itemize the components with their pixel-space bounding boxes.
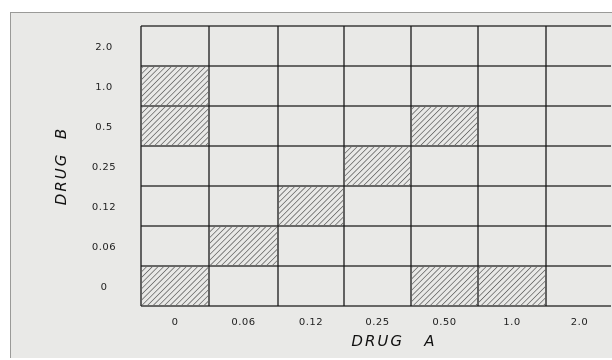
shaded-cell-a0.25-b0.25 — [345, 147, 410, 185]
x-axis-title: DRUG A — [351, 332, 436, 350]
y-tick-label: 0.5 — [95, 122, 112, 133]
x-tick-label: 0.50 — [432, 317, 456, 328]
x-tick-label: 0 — [172, 317, 179, 328]
shaded-cells — [142, 67, 545, 305]
y-axis-title: DRUG B — [52, 127, 70, 205]
shaded-cell-a0.50-b0 — [412, 267, 477, 305]
shaded-cell-a0-b1.0 — [142, 67, 208, 105]
grid-lines — [140, 25, 611, 307]
x-tick-label: 2.0 — [571, 317, 588, 328]
y-tick-label: 0 — [101, 282, 108, 293]
shaded-cell-a0-b0 — [142, 267, 208, 305]
x-tick-label: 0.12 — [299, 317, 323, 328]
y-tick-label: 0.06 — [92, 242, 116, 253]
y-tick-label: 2.0 — [95, 42, 112, 53]
shaded-cell-a0-b0.5 — [142, 107, 208, 145]
y-tick-label: 0.12 — [92, 202, 116, 213]
y-tick-labels: 2.0 1.0 0.5 0.25 0.12 0.06 0 — [92, 42, 116, 293]
x-tick-label: 0.06 — [231, 317, 255, 328]
x-tick-label: 1.0 — [503, 317, 520, 328]
shaded-cell-a0.50-b0.5 — [412, 107, 477, 145]
y-tick-label: 0.25 — [92, 162, 116, 173]
x-tick-labels: 0 0.06 0.12 0.25 0.50 1.0 2.0 — [172, 317, 588, 328]
shaded-cell-a1.0-b0 — [479, 267, 545, 305]
y-tick-label: 1.0 — [95, 82, 112, 93]
shaded-cell-a0.06-b0.06 — [210, 227, 277, 265]
x-tick-label: 0.25 — [365, 317, 389, 328]
shaded-cell-a0.12-b0.12 — [279, 187, 343, 225]
